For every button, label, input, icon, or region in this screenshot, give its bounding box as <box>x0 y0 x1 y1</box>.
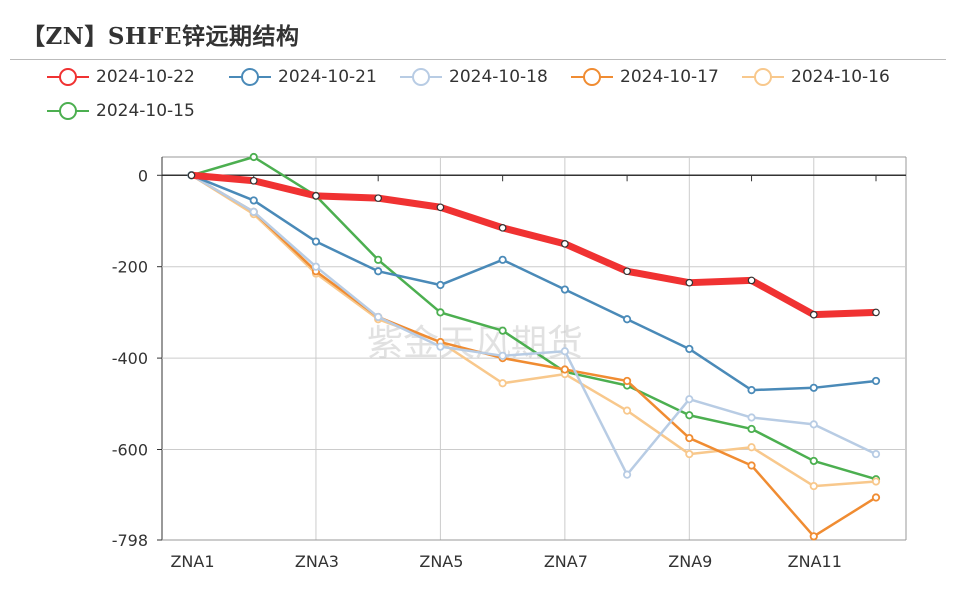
data-point <box>498 255 507 264</box>
data-point <box>560 285 569 294</box>
legend-marker-icon <box>229 68 271 86</box>
y-tick-label: 0 <box>138 166 148 185</box>
legend-marker-icon <box>47 68 89 86</box>
x-tick-label: ZNA7 <box>544 552 588 571</box>
x-tick-label: ZNA3 <box>295 552 339 571</box>
y-tick-label: -600 <box>112 441 148 460</box>
legend-label: 2024-10-18 <box>449 67 548 87</box>
data-point <box>312 192 320 200</box>
legend-marker-icon <box>400 68 442 86</box>
data-point <box>872 308 880 317</box>
data-point <box>436 203 445 212</box>
legend-item[interactable]: 2024-10-22 <box>46 64 195 90</box>
series-line-2024-10-15 <box>190 155 878 481</box>
data-point <box>374 312 383 322</box>
data-point <box>623 267 631 276</box>
data-point <box>871 376 881 386</box>
data-point <box>187 171 196 180</box>
data-point <box>249 196 258 205</box>
data-point <box>374 255 383 264</box>
data-point <box>249 152 258 162</box>
data-point <box>622 315 632 324</box>
data-point <box>498 326 507 335</box>
data-point <box>249 176 258 185</box>
series-line-2024-10-21 <box>190 174 878 392</box>
data-point <box>560 347 569 356</box>
data-point <box>685 395 694 404</box>
title-divider <box>10 59 946 60</box>
watermark: 紫金天风期货 <box>367 323 583 364</box>
y-tick-label: -200 <box>112 258 148 277</box>
data-point <box>311 262 321 271</box>
data-point <box>498 224 507 232</box>
legend-label: 2024-10-16 <box>791 67 890 87</box>
data-point <box>871 449 881 459</box>
data-point <box>436 280 445 290</box>
data-point <box>561 240 569 248</box>
data-point <box>436 308 445 317</box>
legend-label: 2024-10-15 <box>96 101 195 121</box>
legend-label: 2024-10-17 <box>620 67 719 87</box>
data-point <box>622 376 632 386</box>
data-point <box>809 310 818 319</box>
legend-marker-icon <box>742 68 784 86</box>
legend-item[interactable]: 2024-10-16 <box>741 64 890 90</box>
data-point <box>249 207 258 216</box>
legend-item[interactable]: 2024-10-17 <box>570 64 719 90</box>
series-lines <box>187 152 881 541</box>
data-point <box>498 351 507 360</box>
series-line-2024-10-18 <box>190 174 878 476</box>
legend-marker-icon <box>47 102 89 120</box>
data-point <box>809 420 818 429</box>
data-point <box>809 456 818 466</box>
legend-item[interactable]: 2024-10-21 <box>228 64 377 90</box>
data-point <box>747 461 756 470</box>
y-tick-label: -798 <box>112 531 148 550</box>
y-tick-label: -400 <box>112 349 148 368</box>
legend-marker-icon <box>571 68 613 86</box>
x-tick-label: ZNA11 <box>788 552 842 571</box>
x-tick-label: ZNA1 <box>170 552 214 571</box>
legend-label: 2024-10-22 <box>96 67 195 87</box>
data-point <box>747 413 756 422</box>
x-tick-label: ZNA5 <box>419 552 463 571</box>
grid-lines: 0 -200 -400 -600 -798 ZNA1 ZNA3 ZNA5 ZNA7 ZNA9 ZNA… <box>112 156 907 571</box>
data-point <box>374 194 382 202</box>
legend-item[interactable]: 2024-10-18 <box>399 64 548 90</box>
series-line-2024-10-22 <box>188 171 880 319</box>
data-point <box>747 443 756 452</box>
data-point <box>747 276 756 285</box>
data-point <box>374 267 383 276</box>
data-point <box>809 481 818 491</box>
data-point <box>685 344 694 354</box>
series-line-2024-10-16 <box>190 174 878 488</box>
chart-title: 【ZN】SHFE锌远期结构 <box>22 23 300 50</box>
data-point <box>685 278 694 287</box>
data-point <box>747 385 756 395</box>
data-point <box>498 379 507 388</box>
data-point <box>622 470 632 479</box>
data-point <box>436 342 445 351</box>
data-point <box>311 237 321 246</box>
data-point <box>747 424 756 434</box>
data-point <box>685 433 694 443</box>
data-point <box>622 406 632 415</box>
data-point <box>871 493 881 502</box>
data-point <box>871 477 881 486</box>
legend-label: 2024-10-21 <box>278 67 377 87</box>
data-point <box>809 383 818 392</box>
series-line-2024-10-17 <box>190 174 878 538</box>
data-point <box>809 532 818 541</box>
legend-item[interactable]: 2024-10-15 <box>46 98 195 124</box>
data-point <box>560 365 569 374</box>
x-tick-label: ZNA9 <box>668 552 712 571</box>
data-point <box>685 411 694 420</box>
data-point <box>685 449 694 459</box>
